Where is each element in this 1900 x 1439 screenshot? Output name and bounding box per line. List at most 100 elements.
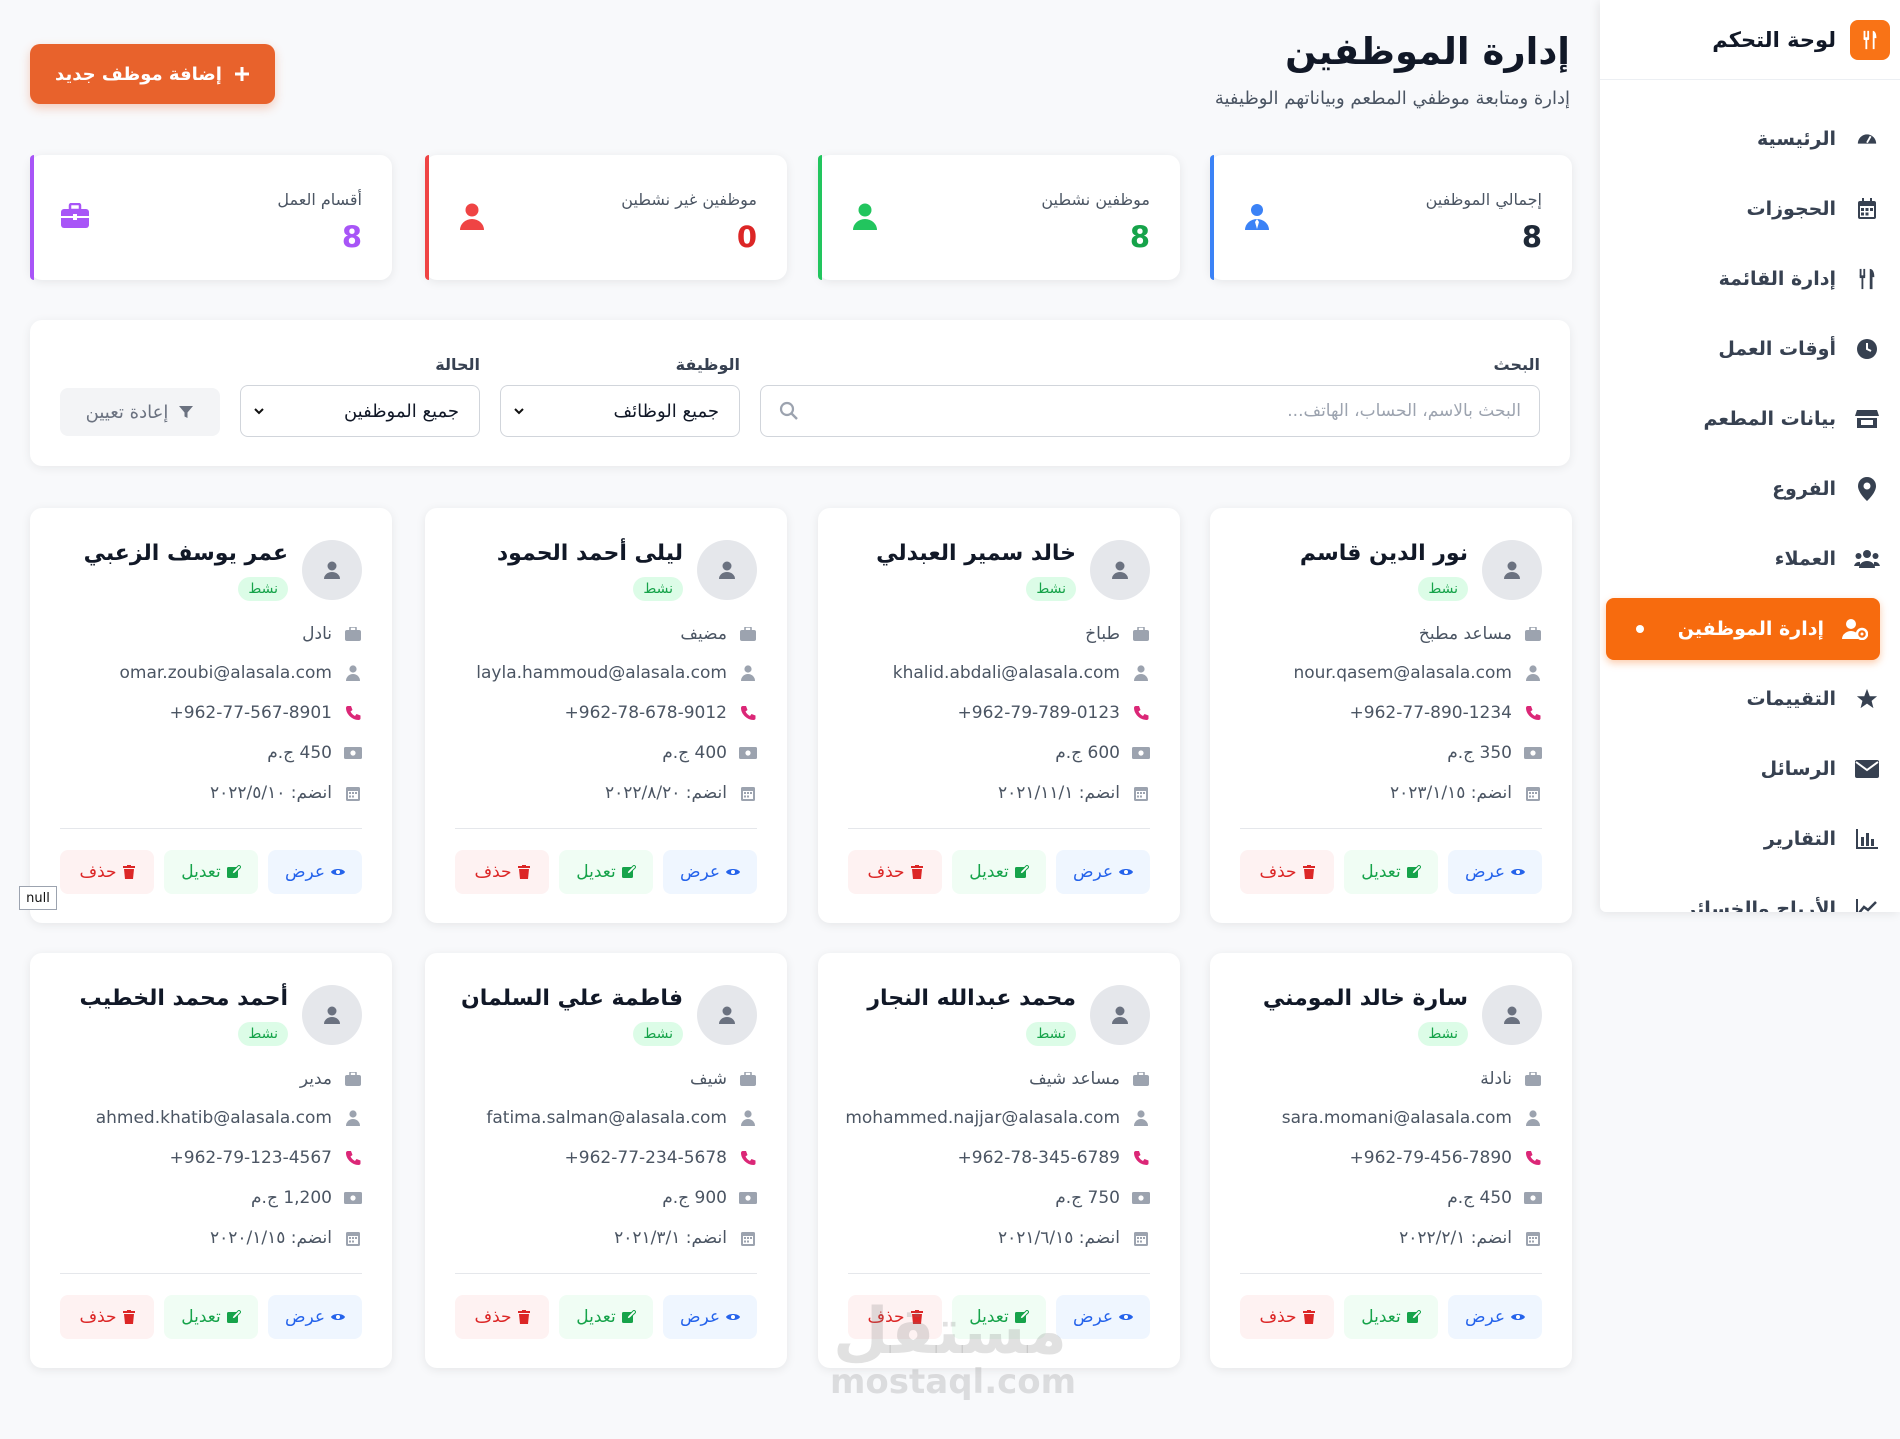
phone-icon [739, 1149, 757, 1167]
edit-button[interactable]: تعديل [1344, 1295, 1438, 1339]
search-icon [779, 401, 799, 421]
sidebar-item-7[interactable]: إدارة الموظفين [1606, 598, 1880, 660]
edit-button[interactable]: تعديل [952, 1295, 1046, 1339]
view-button[interactable]: عرض [663, 1295, 757, 1339]
sidebar-item-1[interactable]: الحجوزات [1600, 174, 1900, 244]
sidebar-item-4[interactable]: بيانات المطعم [1600, 384, 1900, 454]
view-button[interactable]: عرض [268, 1295, 362, 1339]
view-button[interactable]: عرض [663, 850, 757, 894]
watermark: مستقل mostaql.com [830, 1300, 1076, 1400]
status-badge: نشط [238, 1022, 288, 1046]
employee-name: خالد سمير العبدلي [876, 541, 1076, 566]
employee-phone-row: 962-77-234-5678+ [565, 1148, 757, 1168]
edit-button[interactable]: تعديل [164, 1295, 258, 1339]
view-label: عرض [284, 862, 326, 882]
delete-button[interactable]: حذف [848, 1295, 942, 1339]
trash-icon [910, 1310, 923, 1324]
employee-phone-row: 962-78-678-9012+ [565, 703, 757, 723]
sidebar-item-5[interactable]: الفروع [1600, 454, 1900, 524]
delete-button[interactable]: حذف [60, 1295, 154, 1339]
job-filter-select[interactable]: جميع الوظائف [500, 385, 740, 437]
add-employee-button[interactable]: إضافة موظف جديد [30, 44, 275, 104]
employee-card: فاطمة علي السلمان نشط شيف fatima.salman@ala… [425, 953, 787, 1368]
edit-label: تعديل [576, 1307, 616, 1327]
employee-phone: 962-77-234-5678+ [564, 1148, 727, 1168]
stat-accent-bar [818, 155, 822, 280]
employee-role: مساعد شيف [1029, 1069, 1120, 1089]
employee-salary-row: 600 ج.م [1055, 743, 1150, 763]
user-icon [1524, 664, 1542, 682]
sidebar-item-0[interactable]: الرئيسية [1600, 104, 1900, 174]
sidebar-item-6[interactable]: العملاء [1600, 524, 1900, 594]
delete-button[interactable]: حذف [1240, 1295, 1334, 1339]
delete-label: حذف [867, 862, 905, 882]
sidebar-item-11[interactable]: الأرباح والخسائر [1600, 874, 1900, 912]
plus-icon [234, 66, 250, 82]
employee-email: mohammed.najjar@alasala.com [845, 1108, 1120, 1128]
sidebar-item-9[interactable]: الرسائل [1600, 734, 1900, 804]
briefcase-icon [1132, 625, 1150, 643]
delete-button[interactable]: حذف [455, 850, 549, 894]
sidebar-nav: الرئيسية الحجوزات إدارة القائمة أوقات العمل… [1600, 80, 1900, 912]
edit-button[interactable]: تعديل [559, 1295, 653, 1339]
user-icon [344, 1109, 362, 1127]
employee-phone-row: 962-79-789-0123+ [958, 703, 1150, 723]
sidebar-item-8[interactable]: التقييمات [1600, 664, 1900, 734]
sidebar-item-label: بيانات المطعم [1703, 408, 1836, 430]
user-cog-icon [1842, 616, 1868, 642]
delete-button[interactable]: حذف [455, 1295, 549, 1339]
delete-button[interactable]: حذف [60, 850, 154, 894]
search-input[interactable]: البحث بالاسم، الحساب، الهاتف... [760, 385, 1540, 437]
employee-role-row: نادلة [1480, 1069, 1542, 1089]
employee-salary-row: 450 ج.م [267, 743, 362, 763]
edit-icon [621, 865, 636, 879]
card-divider [60, 828, 362, 829]
edit-icon [1014, 1310, 1029, 1324]
add-employee-label: إضافة موظف جديد [55, 63, 222, 85]
view-button[interactable]: عرض [1056, 1295, 1150, 1339]
status-filter-select[interactable]: جميع الموظفين [240, 385, 480, 437]
edit-label: تعديل [181, 862, 221, 882]
delete-button[interactable]: حذف [848, 850, 942, 894]
edit-button[interactable]: تعديل [559, 850, 653, 894]
avatar [697, 540, 757, 600]
eye-icon [1511, 1312, 1526, 1322]
edit-label: تعديل [181, 1307, 221, 1327]
money-icon [1132, 744, 1150, 762]
employee-joined-row: انضم: ٢٠٢١/٣/١ [614, 1228, 757, 1248]
view-button[interactable]: عرض [1448, 850, 1542, 894]
edit-button[interactable]: تعديل [1344, 850, 1438, 894]
view-button[interactable]: عرض [268, 850, 362, 894]
employee-name: سارة خالد المومني [1262, 986, 1468, 1011]
user-avatar-icon [1110, 560, 1130, 580]
sidebar-item-3[interactable]: أوقات العمل [1600, 314, 1900, 384]
employee-role-row: نادل [302, 624, 362, 644]
page-subtitle: إدارة ومتابعة موظفي المطعم وبياناتهم الو… [1214, 88, 1570, 109]
employee-role-row: مساعد مطبخ [1419, 624, 1542, 644]
reset-filters-button[interactable]: إعادة تعيين [60, 388, 220, 436]
delete-button[interactable]: حذف [1240, 850, 1334, 894]
edit-button[interactable]: تعديل [164, 850, 258, 894]
view-button[interactable]: عرض [1448, 1295, 1542, 1339]
user-avatar-icon [322, 560, 342, 580]
user-avatar-icon [1502, 560, 1522, 580]
sidebar-item-2[interactable]: إدارة القائمة [1600, 244, 1900, 314]
money-icon [344, 1189, 362, 1207]
stat-label: موظفين غير نشطين [621, 190, 757, 209]
sidebar-item-label: التقارير [1763, 828, 1836, 850]
employee-email-row: khalid.abdali@alasala.com [893, 663, 1150, 683]
view-button[interactable]: عرض [1056, 850, 1150, 894]
user-icon [1524, 1109, 1542, 1127]
trash-icon [517, 1310, 530, 1324]
user-avatar-icon [717, 1005, 737, 1025]
employee-role-row: مضيف [680, 624, 757, 644]
sidebar-item-10[interactable]: التقارير [1600, 804, 1900, 874]
avatar [302, 985, 362, 1045]
clock-icon [1854, 336, 1880, 362]
employee-role-row: طباخ [1085, 624, 1150, 644]
trash-icon [122, 1310, 135, 1324]
avatar [1482, 985, 1542, 1045]
edit-button[interactable]: تعديل [952, 850, 1046, 894]
envelope-icon [1854, 756, 1880, 782]
briefcase-icon [60, 203, 90, 233]
